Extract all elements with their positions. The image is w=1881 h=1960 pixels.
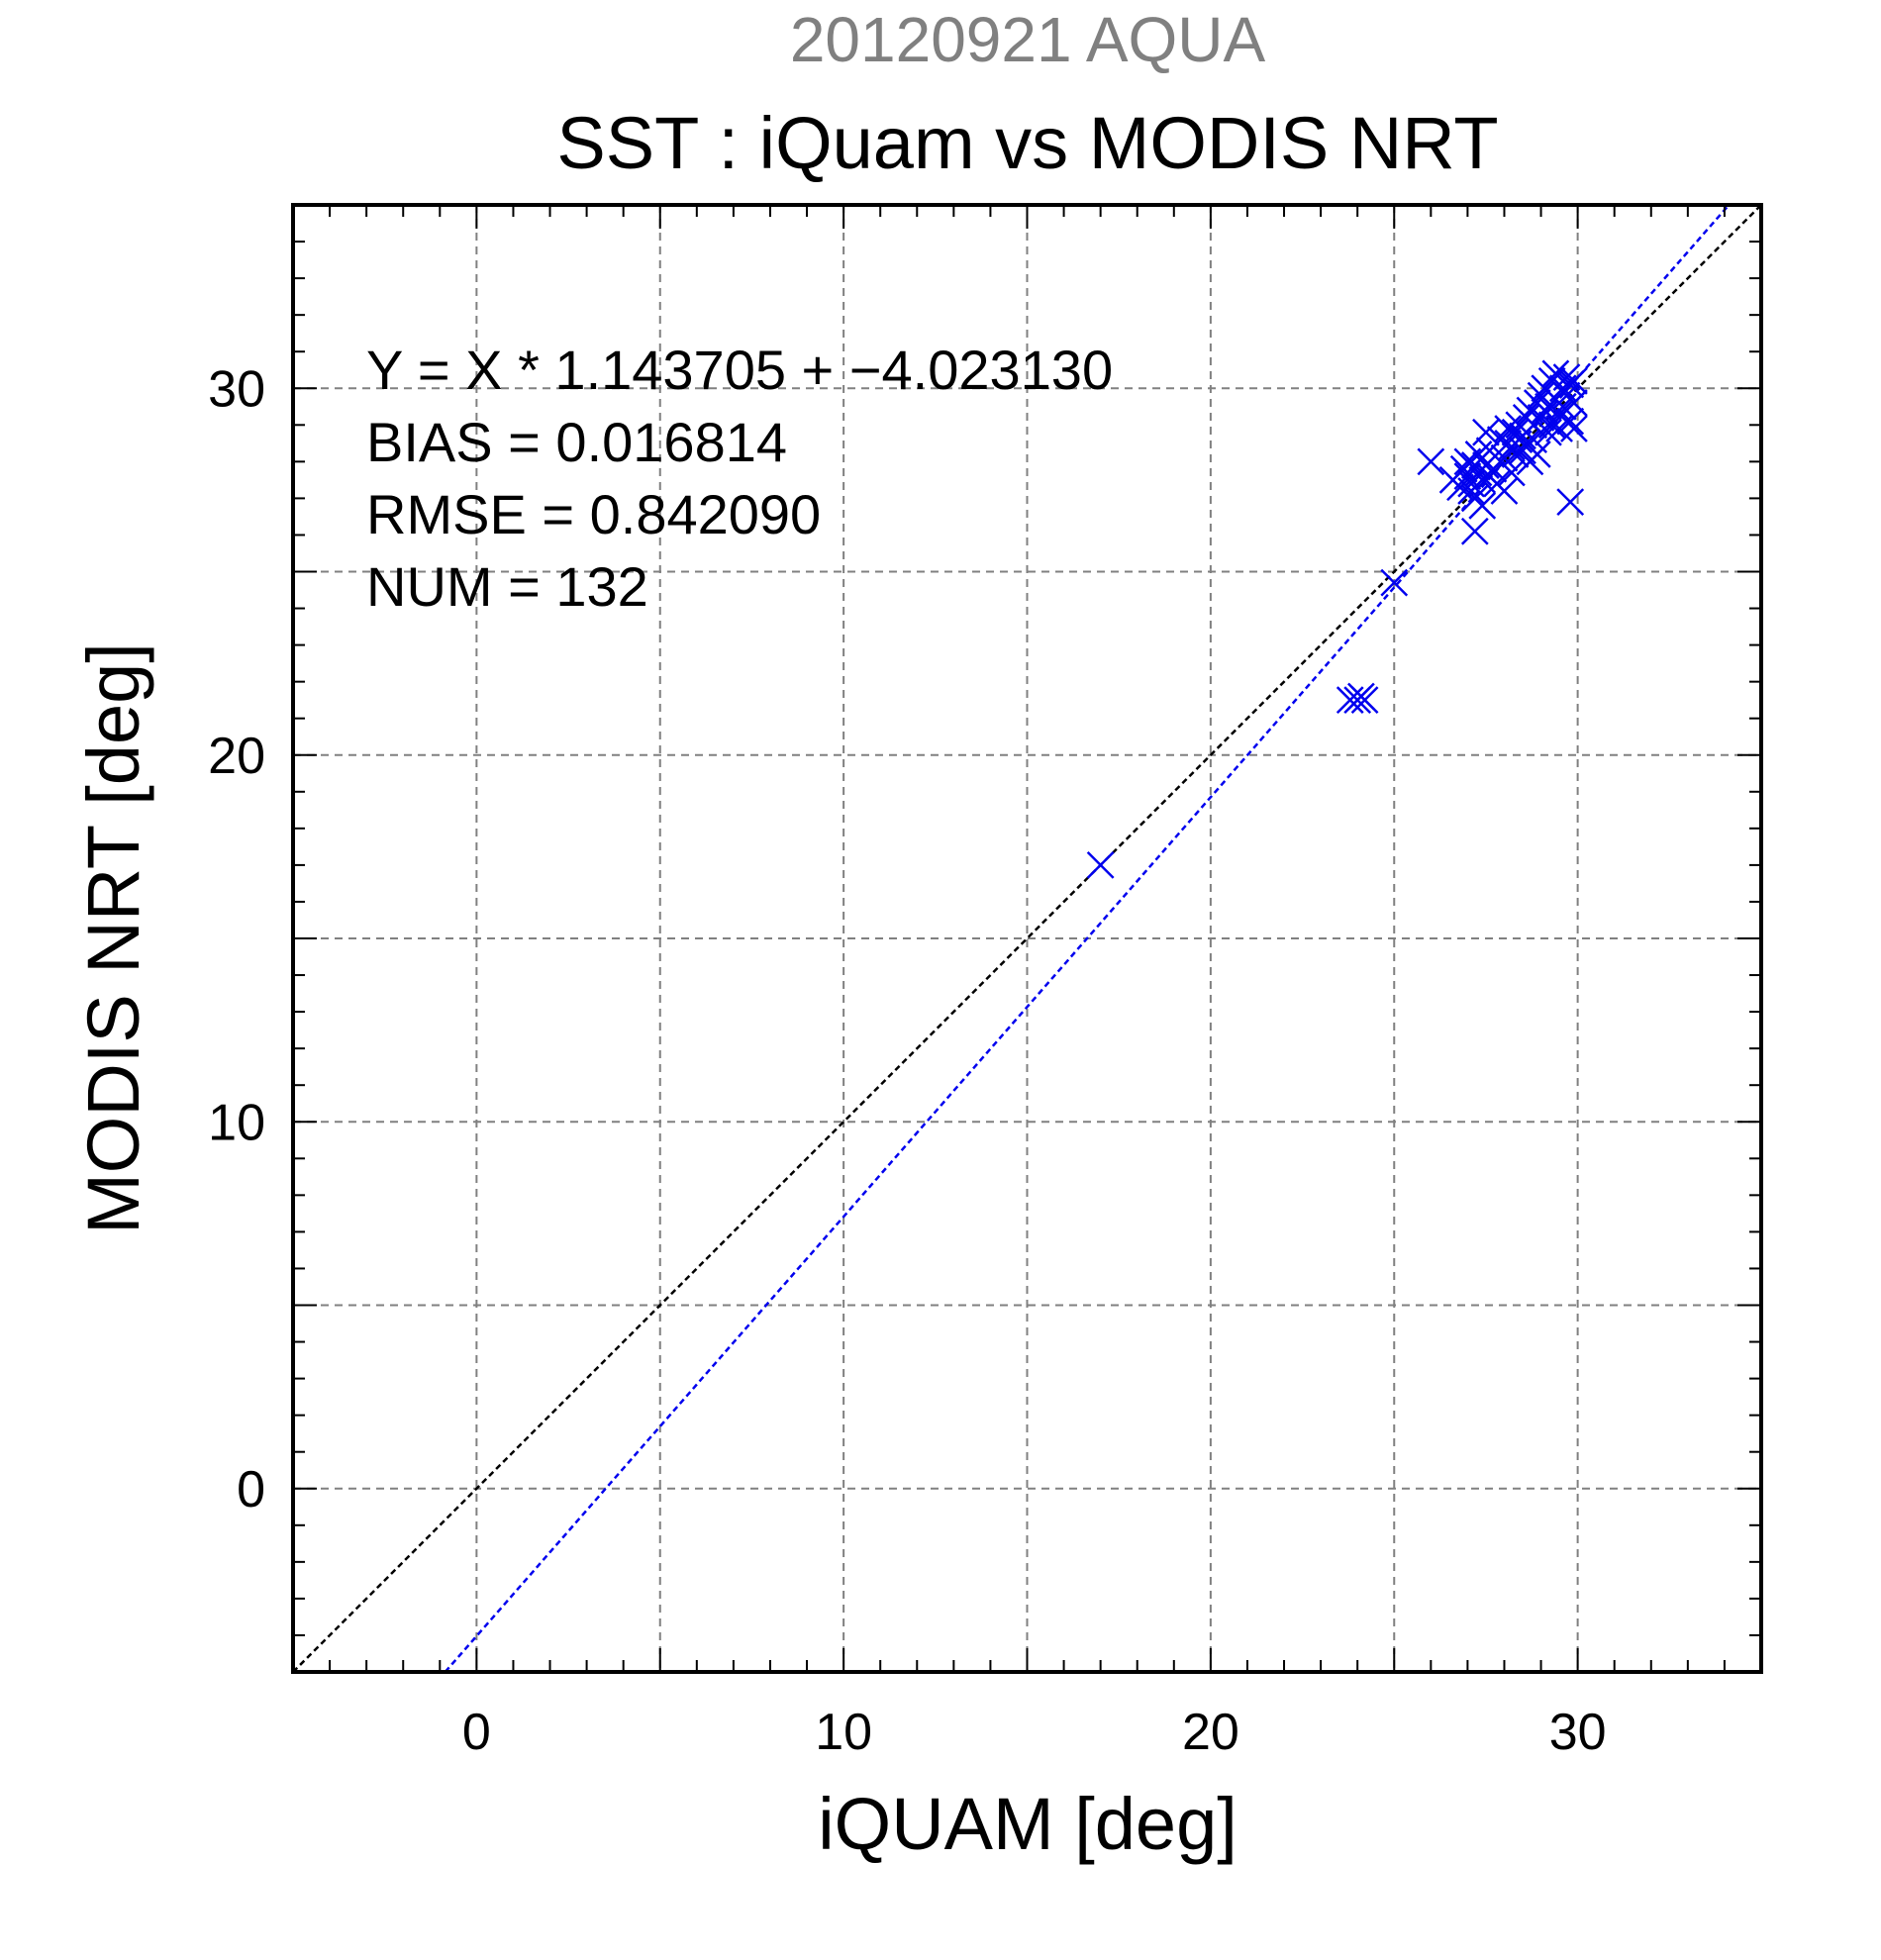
- chart-suptitle: 20120921 AQUA: [790, 4, 1266, 75]
- point-stroke: [1336, 686, 1364, 715]
- point-stroke: [1523, 441, 1551, 468]
- data-point: [1417, 447, 1445, 476]
- point-stroke: [1468, 491, 1497, 520]
- rmse-value: RMSE = 0.842090: [366, 483, 821, 545]
- data-point: [1380, 568, 1409, 597]
- data-point: [1560, 415, 1588, 442]
- data-point: [1556, 488, 1585, 516]
- data-point: [1086, 851, 1115, 879]
- point-stroke: [1534, 418, 1562, 446]
- point-stroke: [1527, 381, 1555, 410]
- point-stroke: [1560, 366, 1588, 395]
- data-point: [1490, 477, 1519, 505]
- data-point: [1498, 458, 1526, 487]
- data-point: [1560, 389, 1588, 417]
- x-axis-label: iQUAM [deg]: [818, 1783, 1238, 1865]
- point-stroke: [1548, 392, 1577, 421]
- point-stroke: [1560, 415, 1588, 442]
- chart-title: SST : iQuam vs MODIS NRT: [556, 102, 1498, 184]
- point-stroke: [1472, 418, 1500, 446]
- bias-value: BIAS = 0.016814: [366, 411, 787, 473]
- point-stroke: [1346, 682, 1375, 711]
- data-point: [1336, 686, 1364, 715]
- point-stroke: [1560, 389, 1588, 417]
- fit-equation: Y = X * 1.143705 + −4.023130: [366, 339, 1113, 401]
- point-stroke: [1464, 441, 1493, 468]
- x-tick-label: 30: [1549, 1704, 1607, 1761]
- point-stroke: [1545, 400, 1573, 429]
- point-stroke: [1460, 517, 1489, 545]
- x-tick-label: 20: [1182, 1704, 1239, 1761]
- point-stroke: [1490, 477, 1519, 505]
- y-axis-label: MODIS NRT [deg]: [72, 642, 154, 1234]
- point-stroke: [1541, 359, 1570, 388]
- data-point: [1556, 407, 1585, 436]
- data-points: [1086, 359, 1588, 879]
- point-stroke: [1498, 458, 1526, 487]
- data-point: [1523, 441, 1551, 468]
- grid-lines: [293, 205, 1761, 1672]
- tick-labels: 0 10 20 30 0 10 20 30: [208, 360, 1606, 1761]
- point-stroke: [1086, 851, 1115, 879]
- data-point: [1541, 359, 1570, 388]
- data-point: [1560, 366, 1588, 395]
- x-tick-label: 10: [815, 1704, 872, 1761]
- data-point: [1468, 491, 1497, 520]
- regression-stats: Y = X * 1.143705 + −4.023130 BIAS = 0.01…: [366, 339, 1113, 618]
- plot-frame: [291, 203, 1763, 1674]
- y-tick-label: 20: [208, 728, 265, 785]
- data-point: [1346, 682, 1375, 711]
- point-stroke: [1520, 426, 1548, 454]
- point-stroke: [1556, 488, 1585, 516]
- y-tick-label: 10: [208, 1094, 265, 1151]
- point-stroke: [1556, 407, 1585, 436]
- point-stroke: [1380, 568, 1409, 597]
- y-tick-label: 0: [237, 1461, 265, 1519]
- num-value: NUM = 132: [366, 555, 648, 618]
- data-point: [1534, 418, 1562, 446]
- point-stroke: [1417, 447, 1445, 476]
- x-tick-label: 0: [462, 1704, 491, 1761]
- data-point: [1548, 392, 1577, 421]
- y-tick-label: 30: [208, 360, 265, 418]
- data-point: [1460, 517, 1489, 545]
